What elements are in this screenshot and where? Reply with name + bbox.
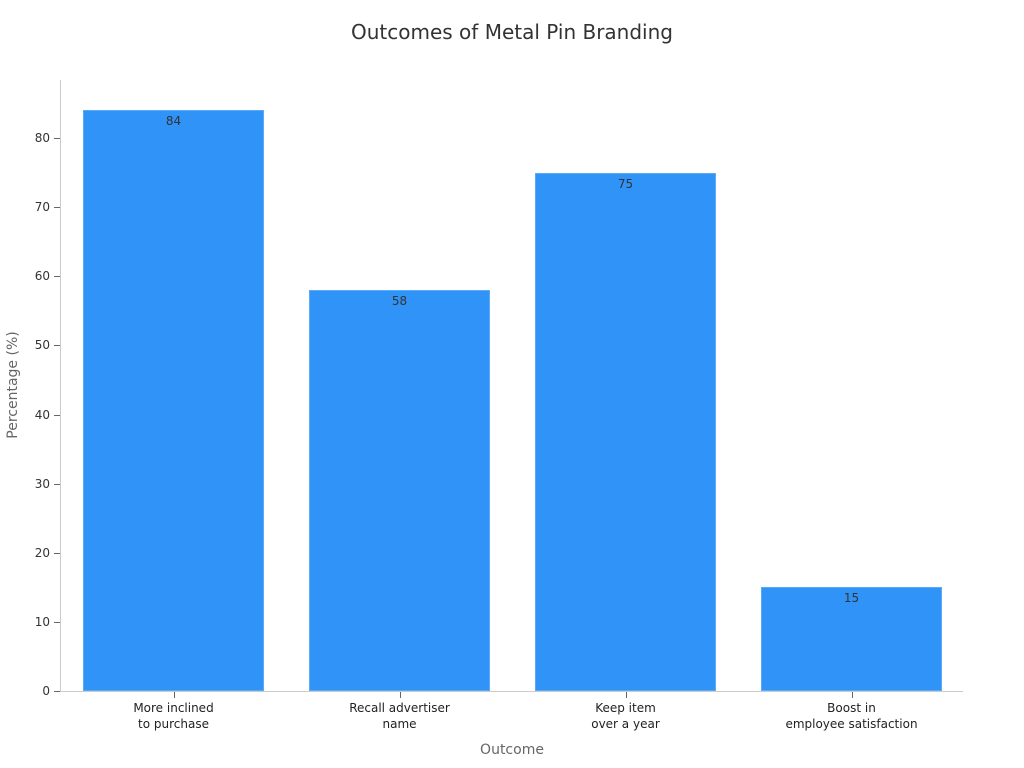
bar: 84 xyxy=(83,110,264,691)
bar-value-label: 15 xyxy=(843,591,860,606)
y-axis-line xyxy=(60,80,61,692)
x-tick-label-line: More inclined xyxy=(133,701,214,715)
y-tick-label: 80 xyxy=(34,131,50,145)
y-tick-mark xyxy=(54,483,60,485)
y-tick: 60 xyxy=(0,269,60,290)
y-tick-mark xyxy=(54,414,60,416)
y-tick: 20 xyxy=(0,546,60,567)
y-tick-mark xyxy=(54,138,60,139)
x-tick-label-line: over a year xyxy=(591,717,660,731)
x-tick-label: Boost in employee satisfaction xyxy=(752,700,952,732)
x-tick-label-line: to purchase xyxy=(138,717,209,731)
y-tick: 80 xyxy=(0,131,60,152)
x-axis-line xyxy=(60,691,963,692)
y-tick-label: 40 xyxy=(34,407,50,422)
x-tick-mark xyxy=(626,692,627,698)
bar: 58 xyxy=(309,290,490,691)
y-tick-label: 50 xyxy=(34,338,50,353)
y-tick-mark xyxy=(54,621,60,623)
y-tick-mark xyxy=(54,691,60,692)
y-tick-label: 70 xyxy=(34,200,50,215)
y-tick: 30 xyxy=(0,477,60,498)
x-tick-label: Recall advertiser name xyxy=(300,700,500,732)
y-tick: 40 xyxy=(0,408,60,429)
bar-value-label: 75 xyxy=(617,176,634,191)
x-tick-label-line: Keep item xyxy=(595,701,656,715)
x-axis-title: Outcome xyxy=(480,742,544,758)
y-tick-label: 30 xyxy=(34,476,50,491)
y-tick-mark xyxy=(54,276,60,278)
y-tick: 0 xyxy=(0,684,60,705)
y-tick: 50 xyxy=(0,338,60,359)
x-tick-label-line: Boost in xyxy=(827,701,876,715)
y-tick-label: 60 xyxy=(34,269,50,284)
bar: 75 xyxy=(535,172,716,691)
x-tick-label-line: name xyxy=(382,717,417,731)
y-tick-label: 0 xyxy=(42,684,50,698)
x-tick-mark xyxy=(852,692,853,698)
x-tick-label: More inclined to purchase xyxy=(74,700,274,732)
bar: 15 xyxy=(761,587,942,691)
x-tick-mark xyxy=(400,692,401,698)
x-tick-mark xyxy=(174,692,175,698)
y-tick-label: 10 xyxy=(34,614,50,629)
y-tick-mark xyxy=(54,552,60,554)
y-tick-mark xyxy=(54,345,60,347)
x-tick-label: Keep item over a year xyxy=(526,700,726,732)
y-tick: 70 xyxy=(0,200,60,221)
x-tick-label-line: employee satisfaction xyxy=(785,717,918,731)
bar-value-label: 58 xyxy=(391,294,408,309)
x-tick-label-line: Recall advertiser xyxy=(349,701,450,715)
y-tick-mark xyxy=(54,207,60,209)
y-tick-label: 20 xyxy=(34,545,50,560)
bar-value-label: 84 xyxy=(165,114,182,129)
y-tick: 10 xyxy=(0,615,60,636)
chart-title: Outcomes of Metal Pin Branding xyxy=(351,20,673,44)
